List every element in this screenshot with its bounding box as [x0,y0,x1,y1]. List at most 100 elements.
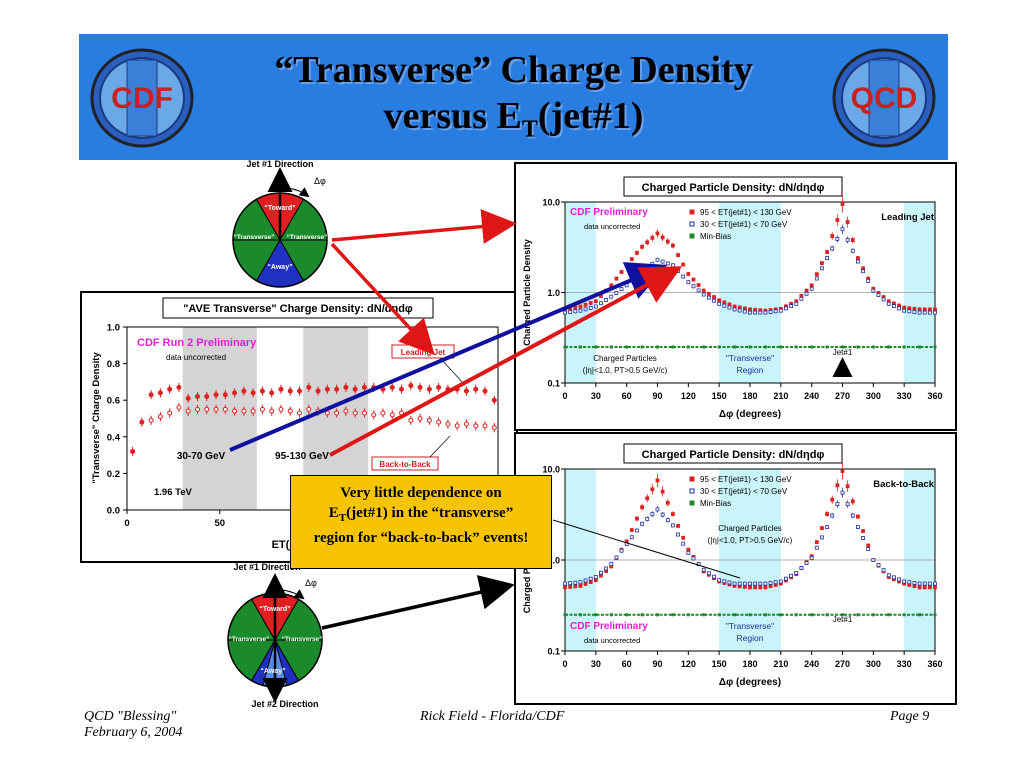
data-point-minbias [578,345,582,349]
data-point-s1 [835,236,840,241]
data-point-s0 [717,298,722,303]
data-point-s1 [588,305,593,310]
data-point-s0 [278,386,284,392]
data-point-s1 [850,513,855,518]
data-point-s0 [917,585,922,590]
data-point-s0 [835,218,840,222]
data-point-s1 [922,581,927,586]
data-point-s1 [573,309,578,314]
data-point-s1 [933,581,937,586]
data-point-s1 [835,502,840,507]
data-point-s1 [706,295,711,300]
data-point-s1 [927,310,932,315]
data-point-s0 [830,234,835,238]
data-point-s1 [784,306,788,311]
data-point-s1 [907,309,912,314]
data-point-s0 [287,388,293,394]
data-point-s0 [676,523,680,528]
legend-entry: 30 < ET(jet#1) < 70 GeV [700,220,788,229]
data-point-s0 [665,500,670,505]
data-point-minbias [902,345,906,349]
data-point-s1 [614,555,619,560]
data-point-s0 [194,394,200,400]
data-point-s1 [306,406,312,412]
data-point-s1 [334,410,340,416]
x-tick-label: 180 [742,659,757,669]
data-point-s1 [933,310,937,315]
data-point-s1 [609,294,614,299]
data-point-s0 [629,528,634,532]
data-point-s1 [804,561,809,565]
x-axis-label: Δφ (degrees) [719,409,781,420]
data-point-s1 [676,532,680,537]
legend-entry: 95 < ET(jet#1) < 130 GeV [700,475,792,484]
data-point-s1 [861,269,865,274]
data-point-s1 [241,408,247,414]
data-point-s1 [794,301,799,306]
x-tick-label: 360 [927,391,942,401]
data-point-s1 [167,410,173,416]
diagram2-transverse-left: “Transverse” [229,636,270,643]
data-point-s1 [866,278,871,283]
diagram-jet1-label: Jet #1 Direction [246,159,313,169]
data-point-s1 [717,301,722,306]
y-tick-label: 0.1 [547,647,560,657]
y-tick-label: 0.0 [107,506,120,517]
data-point-s0 [269,390,275,396]
data-point-s0 [912,306,917,311]
data-point-minbias [625,613,629,617]
data-point-s0 [809,283,814,288]
data-point-s1 [352,410,358,416]
data-point-s1 [753,581,758,586]
data-point-minbias [640,613,644,617]
data-point-s1 [778,308,783,313]
data-point-s1 [222,406,228,412]
region-diagram-back-to-back: Jet #1 Direction Δφ “Toward” “Transverse… [227,562,323,709]
jet1-label: Jet#1 [833,348,853,357]
data-point-s1 [840,490,845,495]
data-point-s1 [660,259,665,264]
data-point-s0 [148,392,154,398]
data-point-s1 [804,291,809,296]
data-point-s0 [130,448,136,454]
data-point-s0 [665,239,670,244]
data-point-s0 [814,540,819,545]
data-point-s1 [912,581,917,585]
data-point-minbias [763,613,767,617]
data-point-s1 [722,579,727,584]
data-point-s0 [650,235,655,240]
data-point-minbias [871,345,875,349]
data-point-s0 [593,578,598,583]
data-point-s0 [712,295,716,299]
data-point-s0 [297,388,303,394]
x-tick-label: 210 [773,391,788,401]
data-point-s1 [830,246,835,251]
data-point-s1 [194,406,200,412]
x-tick-label: 0 [562,659,567,669]
data-point-s1 [706,571,711,576]
x-tick-label: 0 [562,391,567,401]
jet1-label: Jet#1 [833,615,853,624]
legend-marker [689,209,695,215]
data-point-s0 [768,584,773,589]
data-point-s0 [727,302,732,307]
data-point-minbias [578,613,582,617]
chart-leading-jet: 0.1 1.0 10.0 0 30 60 90 120 150 180 210 240 270 300 33… [522,176,943,420]
data-point-s1 [778,579,783,584]
data-point-s0 [845,220,850,224]
x-tick-label: 120 [681,391,696,401]
data-point-minbias [733,613,737,617]
data-point-s1 [568,310,573,314]
data-point-s1 [436,419,442,425]
diagram-toward-label: “Toward” [264,205,295,212]
data-point-minbias [871,613,875,617]
cdf-logo: CDF [90,48,194,148]
data-point-minbias [563,613,567,617]
data-point-minbias [825,613,829,617]
data-point-s0 [681,535,686,540]
data-point-s0 [850,499,855,504]
data-point-s0 [655,231,660,236]
data-point-s1 [681,541,686,546]
x-tick-label: 120 [681,659,696,669]
data-point-s1 [691,556,696,561]
